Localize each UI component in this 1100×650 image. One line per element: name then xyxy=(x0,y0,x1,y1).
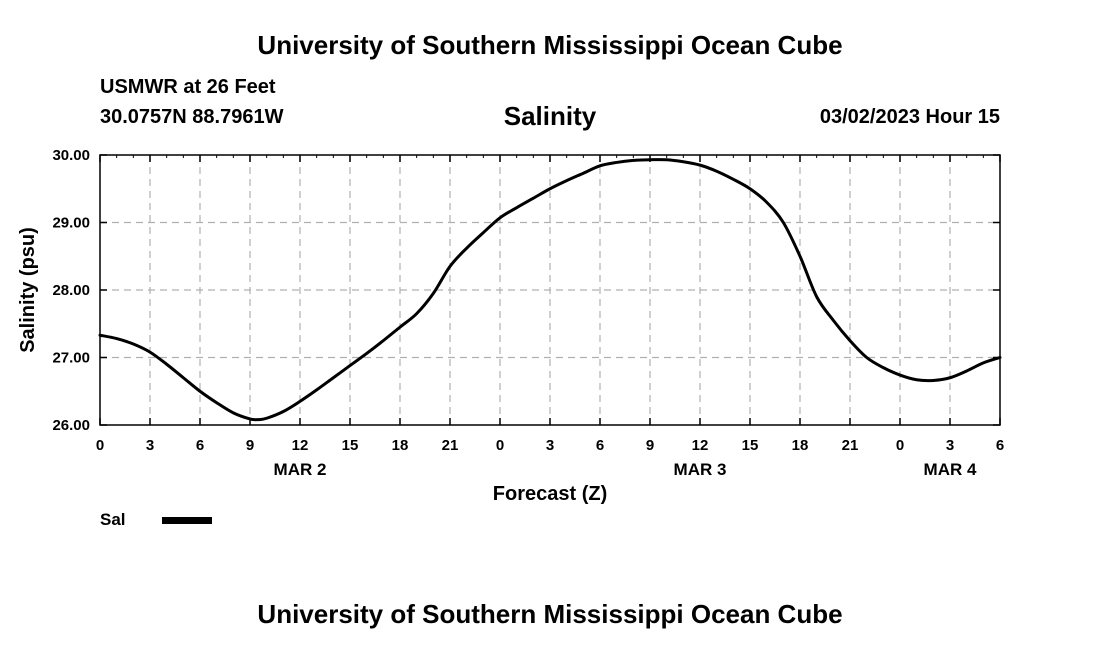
axis-labels: 0 3 6 9 12 15 18 21 0 3 6 9 12 15 18 21 0 3 6 26.00 27.00 28.… xyxy=(52,147,1004,479)
x-tick-label: 18 xyxy=(792,437,809,454)
x-tick-label: 6 xyxy=(596,437,604,454)
y-tick-label: 26.00 xyxy=(52,417,90,434)
y-axis-title: Salinity (psu) xyxy=(17,227,39,353)
y-tick-label: 27.00 xyxy=(52,350,90,367)
x-tick-label: 3 xyxy=(146,437,154,454)
grid xyxy=(100,155,1000,425)
x-tick-label: 0 xyxy=(496,437,504,454)
chart-title: Salinity xyxy=(503,101,597,131)
x-tick-label: 0 xyxy=(896,437,904,454)
x-tick-label: 15 xyxy=(742,437,759,454)
y-tick-label: 30.00 xyxy=(52,147,90,164)
forecast-datetime: 03/02/2023 Hour 15 xyxy=(819,106,1000,128)
footer-title: University of Southern Mississippi Ocean… xyxy=(257,599,843,629)
x-tick-label: 6 xyxy=(996,437,1004,454)
x-tick-label: 6 xyxy=(196,437,204,454)
date-label: MAR 2 xyxy=(274,460,327,479)
station-coordinates: 30.0757N 88.7961W xyxy=(100,106,284,128)
x-tick-label: 12 xyxy=(292,437,309,454)
x-tick-label: 18 xyxy=(392,437,409,454)
x-axis-title: Forecast (Z) xyxy=(493,483,607,505)
x-tick-label: 21 xyxy=(442,437,459,454)
legend-label: Sal xyxy=(100,510,126,529)
axis-ticks xyxy=(99,154,1001,426)
x-tick-label: 9 xyxy=(246,437,254,454)
date-label: MAR 3 xyxy=(674,460,727,479)
page-title: University of Southern Mississippi Ocean… xyxy=(257,30,843,60)
station-label: USMWR at 26 Feet xyxy=(100,76,276,98)
y-tick-label: 29.00 xyxy=(52,215,90,232)
x-tick-label: 0 xyxy=(96,437,104,454)
x-tick-label: 3 xyxy=(946,437,954,454)
x-tick-label: 15 xyxy=(342,437,359,454)
x-tick-label: 12 xyxy=(692,437,709,454)
series-line-sal xyxy=(98,158,1002,422)
date-label: MAR 4 xyxy=(924,460,977,479)
x-tick-label: 3 xyxy=(546,437,554,454)
x-tick-label: 21 xyxy=(842,437,859,454)
x-tick-label: 9 xyxy=(646,437,654,454)
y-tick-label: 28.00 xyxy=(52,282,90,299)
legend-line-swatch xyxy=(162,517,212,524)
